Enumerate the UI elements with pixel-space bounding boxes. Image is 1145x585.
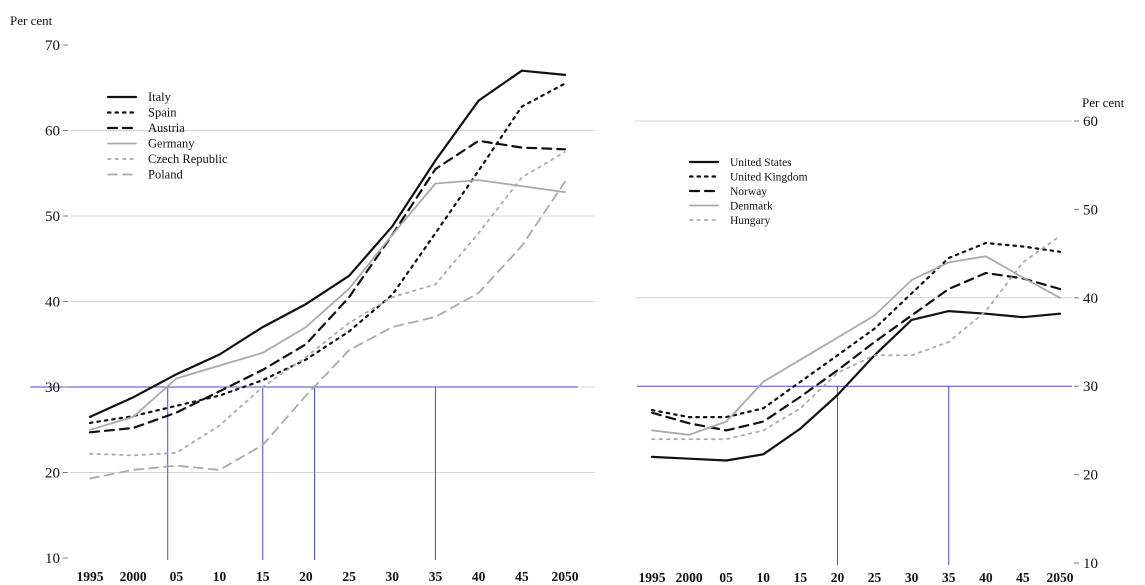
- x-tick-label-25: 25: [868, 570, 882, 585]
- y-tick-label-10: 10: [1083, 556, 1098, 572]
- legend-label-norway: Norway: [730, 186, 767, 198]
- series-line-hungary: [652, 236, 1060, 439]
- x-tick-label-1995: 1995: [77, 569, 104, 584]
- series-line-norway: [652, 273, 1060, 430]
- x-tick-label-35: 35: [942, 570, 956, 585]
- left-gridlines: [70, 131, 595, 473]
- x-tick-label-20: 20: [299, 569, 313, 584]
- x-tick-label-20: 20: [831, 570, 845, 585]
- right-y-tick-labels: 10 20 30 40 50 60: [1074, 114, 1098, 572]
- right-gridlines: [635, 121, 1072, 298]
- x-tick-label-10: 10: [757, 570, 771, 585]
- legend-label-united-kingdom: United Kingdom: [730, 172, 808, 184]
- left-x-tick-labels: 1995 2000 05 10 15 20 25 30 35 40 45 2050: [77, 569, 579, 584]
- legend-label-czech-republic: Czech Republic: [148, 152, 228, 166]
- right-x-tick-labels: 1995 2000 05 10 15 20 25 30 35 40 45 2050: [639, 570, 1074, 585]
- legend-label-united-states: United States: [730, 157, 792, 169]
- y-tick-label-60: 60: [1083, 114, 1098, 130]
- series-line-germany: [90, 180, 565, 430]
- right-y-axis-title: Per cent: [1082, 95, 1125, 110]
- y-tick-label-10: 10: [45, 551, 60, 567]
- x-tick-label-30: 30: [905, 570, 919, 585]
- right-series-lines: [652, 236, 1060, 461]
- legend-label-spain: Spain: [148, 106, 177, 120]
- x-tick-label-30: 30: [386, 569, 400, 584]
- y-tick-label-20: 20: [1083, 468, 1098, 484]
- series-line-austria: [90, 141, 565, 433]
- series-line-czech-republic: [90, 152, 565, 456]
- x-tick-label-40: 40: [979, 570, 993, 585]
- y-tick-label-30: 30: [1083, 379, 1098, 395]
- y-tick-label-30: 30: [45, 380, 60, 396]
- x-tick-label-45: 45: [515, 569, 529, 584]
- legend-label-hungary: Hungary: [730, 215, 770, 227]
- x-tick-label-05: 05: [170, 569, 184, 584]
- x-tick-label-2050: 2050: [1047, 570, 1074, 585]
- x-tick-label-1995: 1995: [639, 570, 666, 585]
- x-tick-label-40: 40: [472, 569, 486, 584]
- x-tick-label-35: 35: [429, 569, 443, 584]
- legend-label-denmark: Denmark: [730, 201, 773, 213]
- x-tick-label-15: 15: [256, 569, 270, 584]
- right-legend: United States United Kingdom Norway Denmark…: [690, 157, 808, 227]
- series-line-denmark: [652, 256, 1060, 435]
- series-line-poland: [90, 182, 565, 479]
- right-reference-lines: [637, 386, 1072, 565]
- x-tick-label-45: 45: [1016, 570, 1030, 585]
- legend-label-germany: Germany: [148, 137, 195, 151]
- left-chart-panel: Per cent 10 20 30 40 50 60 70 1995 2000 05 10 15 20…: [10, 13, 595, 584]
- x-tick-label-10: 10: [213, 569, 227, 584]
- x-tick-label-2000: 2000: [676, 570, 703, 585]
- y-tick-label-50: 50: [1083, 202, 1098, 218]
- legend-label-poland: Poland: [148, 168, 183, 182]
- x-tick-label-25: 25: [342, 569, 356, 584]
- y-tick-label-40: 40: [45, 295, 60, 311]
- y-tick-label-40: 40: [1083, 291, 1098, 307]
- right-chart-panel: Per cent 10 20 30 40 50 60 1995 2000 05 10 15 20 25…: [635, 95, 1125, 585]
- x-tick-label-05: 05: [719, 570, 733, 585]
- left-y-tick-labels: 10 20 30 40 50 60 70: [45, 38, 68, 567]
- legend-label-austria: Austria: [148, 121, 185, 135]
- series-line-united-kingdom: [652, 243, 1060, 417]
- x-tick-label-15: 15: [794, 570, 808, 585]
- y-tick-label-20: 20: [45, 466, 60, 482]
- x-tick-label-2050: 2050: [552, 569, 579, 584]
- y-tick-label-50: 50: [45, 209, 60, 225]
- y-tick-label-60: 60: [45, 124, 60, 140]
- legend-label-italy: Italy: [148, 90, 172, 104]
- x-tick-label-2000: 2000: [120, 569, 147, 584]
- y-tick-label-70: 70: [45, 38, 60, 54]
- left-y-axis-title: Per cent: [10, 13, 53, 28]
